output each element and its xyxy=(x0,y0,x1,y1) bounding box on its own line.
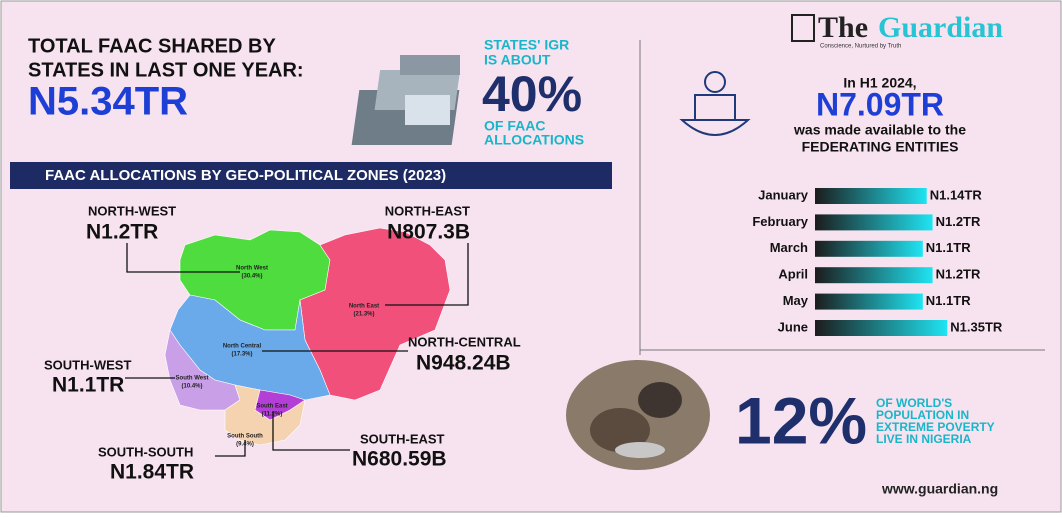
map-label: (21.3%) xyxy=(353,312,374,318)
zone-amount: N680.59B xyxy=(352,448,447,471)
zone-name: SOUTH-SOUTH xyxy=(98,444,193,459)
category-label: January xyxy=(758,187,809,202)
poverty-text: OF WORLD'S xyxy=(876,396,952,410)
value-label: N1.1TR xyxy=(926,293,971,308)
bar xyxy=(815,320,948,336)
igr-text: IS ABOUT xyxy=(484,52,551,68)
igr-text: STATES' IGR xyxy=(484,37,569,53)
value-label: N1.2TR xyxy=(936,267,981,282)
icon xyxy=(679,71,751,136)
map-label: (17.3%) xyxy=(231,352,252,358)
poverty-share: 12% xyxy=(735,383,867,457)
title: STATES IN LAST ONE YEAR: xyxy=(28,59,304,81)
igr-text: OF FAAC xyxy=(484,118,545,134)
h1-text: FEDERATING ENTITIES xyxy=(802,139,959,155)
zone-amount: N1.1TR xyxy=(52,374,124,397)
igr-text: ALLOCATIONS xyxy=(484,132,584,148)
value-label: N1.1TR xyxy=(926,240,971,255)
category-label: April xyxy=(778,267,808,282)
poverty-text: LIVE IN NIGERIA xyxy=(876,432,972,446)
zone-amount: N948.24B xyxy=(416,352,511,375)
map-label: South East xyxy=(256,404,287,410)
map-label: (10.4%) xyxy=(181,384,202,390)
map-label: (30.4%) xyxy=(241,274,262,280)
zone-name: SOUTH-WEST xyxy=(44,357,131,372)
banner xyxy=(10,162,612,189)
logo-tagline: Conscience, Nurtured by Truth xyxy=(820,44,901,50)
footer-url: www.guardian.ng xyxy=(881,481,998,497)
zone-name: NORTH-CENTRAL xyxy=(408,334,521,349)
photo xyxy=(566,360,710,470)
category-label: February xyxy=(752,214,808,229)
category-label: June xyxy=(778,319,808,334)
logo-name: Guardian xyxy=(878,11,1003,44)
category-label: May xyxy=(783,293,809,308)
map-label: South West xyxy=(176,376,209,382)
logo: The Guardian Conscience, Nurtured by Tru… xyxy=(791,11,1003,50)
bar xyxy=(815,267,933,284)
zone-amount: N1.2TR xyxy=(86,221,158,244)
map-label: (11.2%) xyxy=(262,412,283,418)
map-label: North East xyxy=(349,304,379,310)
total: N5.34TR xyxy=(28,80,188,124)
category-label: March xyxy=(770,240,808,255)
igr-share: 40% xyxy=(482,66,582,122)
title: TOTAL FAAC SHARED BY xyxy=(28,35,276,57)
map-label: North West xyxy=(236,266,268,272)
bar xyxy=(815,214,933,231)
callouts xyxy=(125,243,469,457)
map-label: (9.4%) xyxy=(236,442,254,448)
value-label: N1.2TR xyxy=(936,214,981,229)
bar xyxy=(815,188,927,204)
zone-name: SOUTH-EAST xyxy=(360,431,445,446)
h1-intro: In H1 2024, xyxy=(843,75,916,91)
zone-name: NORTH-EAST xyxy=(385,203,470,218)
bar xyxy=(815,293,923,310)
zone-amount: N807.3B xyxy=(387,221,470,244)
value-label: N1.35TR xyxy=(950,319,1003,334)
h1-amount: N7.09TR xyxy=(816,86,944,122)
map xyxy=(164,227,451,446)
zone-name: NORTH-WEST xyxy=(88,203,176,218)
zone-amount: N1.84TR xyxy=(110,461,194,484)
map-label: North Central xyxy=(223,344,262,350)
logo-the: The xyxy=(818,11,868,44)
poverty-text: POPULATION IN xyxy=(876,408,969,422)
bar xyxy=(815,240,923,257)
banner-title: FAAC ALLOCATIONS BY GEO-POLITICAL ZONES … xyxy=(45,167,446,184)
map-label: South South xyxy=(227,434,263,440)
value-label: N1.14TR xyxy=(930,187,983,202)
money-image xyxy=(351,55,461,145)
poverty-text: EXTREME POVERTY xyxy=(876,420,995,434)
h1-text: was made available to the xyxy=(793,122,966,138)
